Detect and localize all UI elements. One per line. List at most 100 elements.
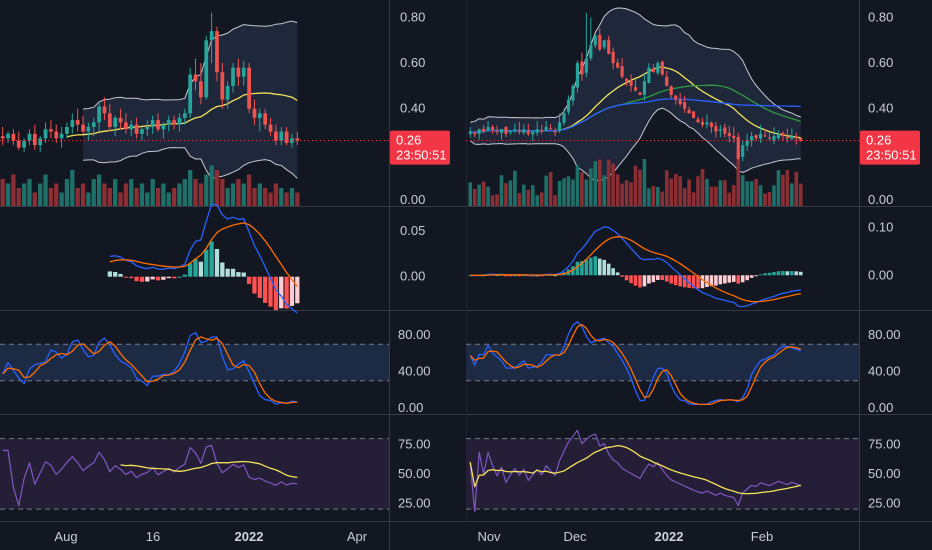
left-volume-bar-29	[155, 188, 161, 206]
right-volume-bar-60	[736, 152, 741, 206]
left-volume-bar-18	[96, 174, 102, 206]
left-macd-hist-46	[246, 276, 252, 284]
right-macd-hist-70	[781, 271, 785, 276]
left-macd-hist-47	[252, 276, 257, 294]
left-candle-body-11	[59, 133, 64, 139]
left-candle-body-36	[193, 74, 198, 82]
right-stoch-band	[466, 344, 859, 381]
right-macd-hist-68	[772, 272, 776, 276]
right-macd-hist-31	[606, 263, 611, 276]
left-macd-hist-45	[241, 272, 246, 277]
right-volume-bar-55	[714, 186, 718, 206]
right-candle-body-56	[718, 129, 722, 131]
right-macd-hist-73	[794, 271, 799, 276]
left-macd-hist-33	[177, 276, 182, 278]
right-macd-hist-53	[705, 275, 709, 287]
left-volume-bar-34	[182, 179, 187, 206]
right-volume-bar-45	[669, 178, 674, 206]
right-candle-body-54	[709, 122, 713, 127]
left-volume-bar-13	[70, 170, 75, 206]
left-rsi-ma	[120, 460, 298, 479]
left-candle-body-40	[215, 31, 219, 73]
right-candle-body-46	[674, 95, 678, 100]
right-volume-bar-31	[606, 159, 611, 206]
left-volume-bar-19	[102, 183, 107, 206]
right-candle-body-20	[558, 122, 562, 131]
left-macd-hist-53	[284, 276, 289, 309]
right-candle-body-66	[763, 135, 767, 137]
right-volume-bar-42	[656, 187, 660, 206]
left-volume-bar-37	[198, 183, 204, 206]
right-chart	[466, 7, 859, 513]
right-volume-bar-71	[785, 170, 790, 206]
right-candle-body-14	[531, 131, 535, 135]
right-time-label-2: 2022	[655, 529, 684, 544]
left-candle-body-27	[145, 126, 150, 130]
right-macd-hist-45	[669, 275, 674, 284]
right-macd-hist-34	[620, 275, 624, 277]
right-volume-bar-69	[776, 170, 781, 206]
left-rsi-axis-tick-1: 50.00	[398, 466, 431, 481]
right-volume-bar-36	[629, 182, 633, 206]
left-candle-body-35	[188, 74, 193, 114]
right-macd-hist-40	[647, 275, 651, 284]
right-volume-bar-57	[723, 180, 727, 206]
right-macd-hist-59	[731, 275, 736, 282]
right-candle-body-51	[696, 119, 700, 123]
right-rsi-axis-tick-1: 50.00	[868, 466, 901, 481]
left-macd-hist-29	[155, 276, 161, 281]
left-volume-bar-4	[21, 183, 27, 206]
left-volume-bar-47	[252, 188, 257, 206]
right-macd-hist-55	[714, 275, 718, 286]
left-macd-axis-tick-0: 0.05	[400, 223, 425, 238]
right-macd-hist-28	[593, 256, 598, 276]
left-stoch-axis-tick-2: 0.00	[398, 400, 423, 415]
right-candle-body-40	[647, 67, 651, 83]
right-macd-axis-tick-0: 0.10	[868, 219, 893, 234]
right-volume-bar-0	[468, 182, 473, 206]
left-time-label-0: Aug	[54, 529, 77, 544]
right-candle-body-9	[508, 131, 512, 133]
left-candle-body-53	[284, 131, 289, 143]
left-macd-hist-55	[295, 276, 300, 304]
right-volume-bar-19	[553, 195, 557, 206]
right-price-axis-tick-2: 0.40	[868, 101, 893, 116]
right-volume-bar-74	[798, 183, 803, 206]
right-macd-hist-58	[727, 275, 732, 283]
right-macd-hist-26	[584, 259, 589, 276]
right-volume-bar-44	[664, 170, 669, 206]
right-time-label-0: Nov	[477, 529, 501, 544]
right-macd-hist-25	[580, 261, 584, 276]
left-macd-hist-43	[230, 268, 236, 277]
right-candle-body-18	[549, 128, 553, 130]
left-macd-hist-20	[107, 271, 112, 277]
right-macd-hist-12	[522, 275, 526, 277]
right-volume-bar-2	[477, 184, 481, 206]
left-time-label-1: 16	[146, 529, 160, 544]
left-volume-bar-9	[48, 188, 54, 206]
left-macd-hist-31	[166, 276, 171, 279]
left-countdown-timer: 23:50:51	[396, 148, 447, 163]
right-candle-body-39	[642, 81, 646, 95]
left-volume-bar-17	[91, 179, 96, 206]
right-macd-hist-29	[597, 258, 602, 276]
right-macd-hist-48	[682, 275, 687, 288]
right-volume-bar-20	[557, 180, 562, 206]
right-macd-hist-67	[767, 272, 772, 276]
right-bollinger-upper	[470, 7, 801, 123]
left-macd-hist-40	[214, 249, 220, 277]
left-candle-body-30	[161, 124, 166, 130]
left-volume-bar-25	[134, 188, 139, 206]
right-volume-bar-49	[687, 179, 691, 206]
left-candle-body-14	[75, 120, 80, 125]
right-volume-bar-40	[647, 188, 651, 206]
right-macd-hist-42	[656, 275, 660, 280]
left-volume-bar-45	[241, 183, 246, 206]
left-volume-bar-44	[236, 179, 241, 206]
right-macd-hist-64	[754, 275, 758, 277]
right-macd-hist-56	[718, 275, 723, 285]
right-candle-body-36	[629, 80, 633, 86]
left-candle-body-26	[140, 129, 144, 134]
left-macd-signal	[109, 222, 298, 287]
right-candle-body-25	[580, 61, 584, 75]
